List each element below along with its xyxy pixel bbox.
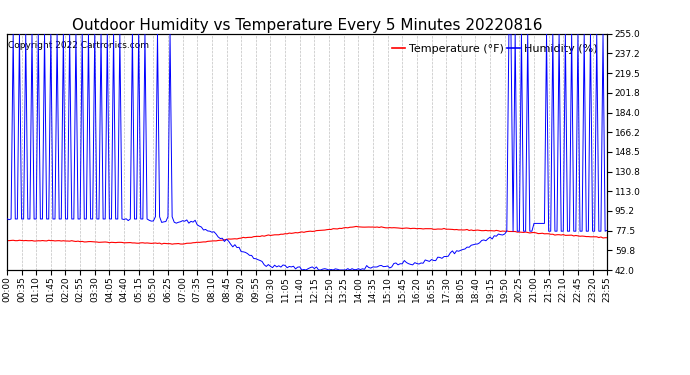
Legend: Temperature (°F), Humidity (%): Temperature (°F), Humidity (%) — [388, 39, 602, 58]
Title: Outdoor Humidity vs Temperature Every 5 Minutes 20220816: Outdoor Humidity vs Temperature Every 5 … — [72, 18, 542, 33]
Text: Copyright 2022 Cartronics.com: Copyright 2022 Cartronics.com — [8, 41, 148, 50]
